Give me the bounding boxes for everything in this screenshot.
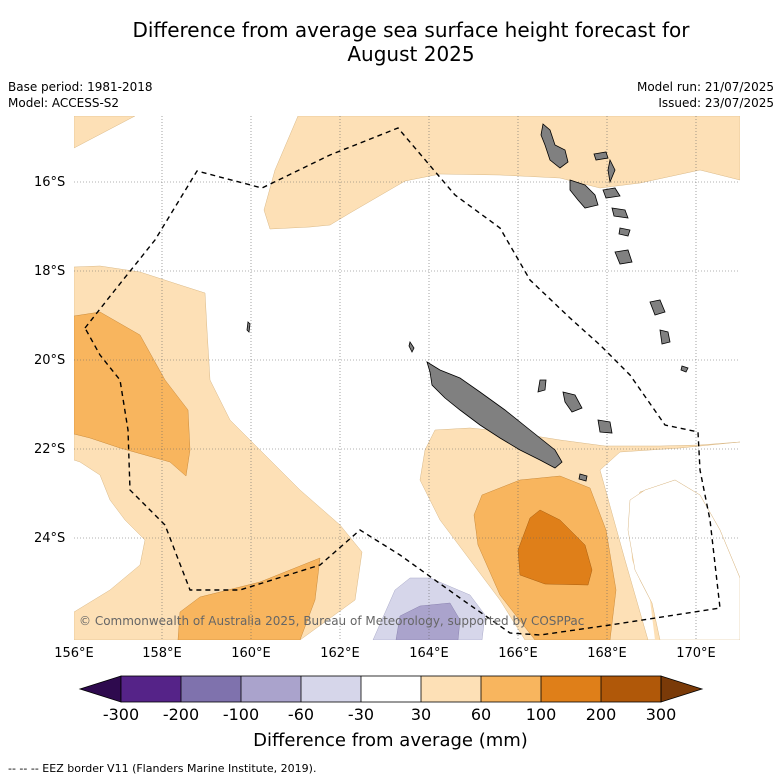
colorbar-segment xyxy=(181,676,241,702)
colorbar-tick: 100 xyxy=(525,705,557,724)
loyalty-island xyxy=(597,419,613,434)
meta-left: Base period: 1981-2018 Model: ACCESS-S2 xyxy=(8,79,153,111)
colorbar-tick: -200 xyxy=(162,705,200,724)
colorbar-label: Difference from average (mm) xyxy=(253,730,528,751)
colorbar-tick: -300 xyxy=(102,705,140,724)
island xyxy=(659,329,671,345)
colorbar-segment xyxy=(361,676,421,702)
island xyxy=(578,473,588,482)
colorbar-tick: -30 xyxy=(347,705,375,724)
colorbar-segment xyxy=(121,676,181,702)
island xyxy=(680,365,689,373)
title-line-2: August 2025 xyxy=(347,42,475,66)
loyalty-island xyxy=(537,379,547,393)
colorbar-segment xyxy=(421,676,481,702)
lon-label: 166°E xyxy=(498,646,538,661)
colorbar-segment xyxy=(301,676,361,702)
vanuatu-island xyxy=(618,227,631,237)
colorbar-tick: 60 xyxy=(470,705,492,724)
copyright-notice: © Commonwealth of Australia 2025, Bureau… xyxy=(79,614,585,628)
island xyxy=(649,299,666,316)
contour-30-60 xyxy=(263,116,740,230)
vanuatu-island xyxy=(540,123,569,169)
colorbar-tick: -100 xyxy=(222,705,260,724)
colorbar-tick: 30 xyxy=(410,705,432,724)
lat-label: 16°S xyxy=(34,175,66,190)
land-layer xyxy=(246,123,689,482)
colorbar-segment xyxy=(541,676,601,702)
lon-label: 168°E xyxy=(587,646,627,661)
colorbar-tick: -60 xyxy=(287,705,315,724)
title-line-1: Difference from average sea surface heig… xyxy=(132,18,690,42)
lon-label: 158°E xyxy=(142,646,182,661)
lon-label: 160°E xyxy=(231,646,271,661)
contour-100-200 xyxy=(517,509,593,586)
lat-label: 20°S xyxy=(34,353,66,368)
contour-neg-60-100 xyxy=(395,602,461,640)
lat-label: 24°S xyxy=(34,531,66,546)
colorbar xyxy=(78,675,704,703)
issued-date: Issued: 23/07/2025 xyxy=(658,96,774,110)
colorbar-extend-high xyxy=(660,675,704,703)
lat-label: 22°S xyxy=(34,442,66,457)
eez-border xyxy=(84,127,721,636)
vanuatu-island xyxy=(569,179,599,209)
lon-label: 162°E xyxy=(320,646,360,661)
colorbar-segment xyxy=(601,676,661,702)
island xyxy=(246,321,251,333)
map-title: Difference from average sea surface heig… xyxy=(0,18,781,66)
contour-30-60 xyxy=(74,116,136,149)
colorbar-tick: 200 xyxy=(585,705,617,724)
loyalty-island xyxy=(562,391,583,413)
contour-60-100 xyxy=(177,557,321,640)
eez-footnote: -- -- -- EEZ border V11 (Flanders Marine… xyxy=(8,762,317,775)
vanuatu-island xyxy=(607,158,616,184)
contour-hole xyxy=(627,479,740,640)
vanuatu-island xyxy=(602,187,621,199)
contour-60-100 xyxy=(74,311,191,477)
model-run: Model run: 21/07/2025 xyxy=(636,80,774,94)
island xyxy=(408,341,415,353)
meta-right: Model run: 21/07/2025 Issued: 23/07/2025 xyxy=(637,79,774,111)
graticule xyxy=(74,116,740,640)
colorbar-segment xyxy=(481,676,541,702)
base-period: Base period: 1981-2018 xyxy=(8,80,153,94)
contour-layer xyxy=(74,116,740,640)
colorbar-segment xyxy=(241,676,301,702)
vanuatu-island xyxy=(593,151,609,161)
new-caledonia xyxy=(426,361,563,469)
lon-label: 156°E xyxy=(54,646,94,661)
lon-label: 170°E xyxy=(676,646,716,661)
lon-label: 164°E xyxy=(409,646,449,661)
vanuatu-island xyxy=(611,207,629,219)
colorbar-tick: 300 xyxy=(645,705,677,724)
lat-label: 18°S xyxy=(34,264,66,279)
vanuatu-island xyxy=(614,249,633,265)
colorbar-extend-low xyxy=(78,675,122,703)
model-name: Model: ACCESS-S2 xyxy=(8,96,120,110)
